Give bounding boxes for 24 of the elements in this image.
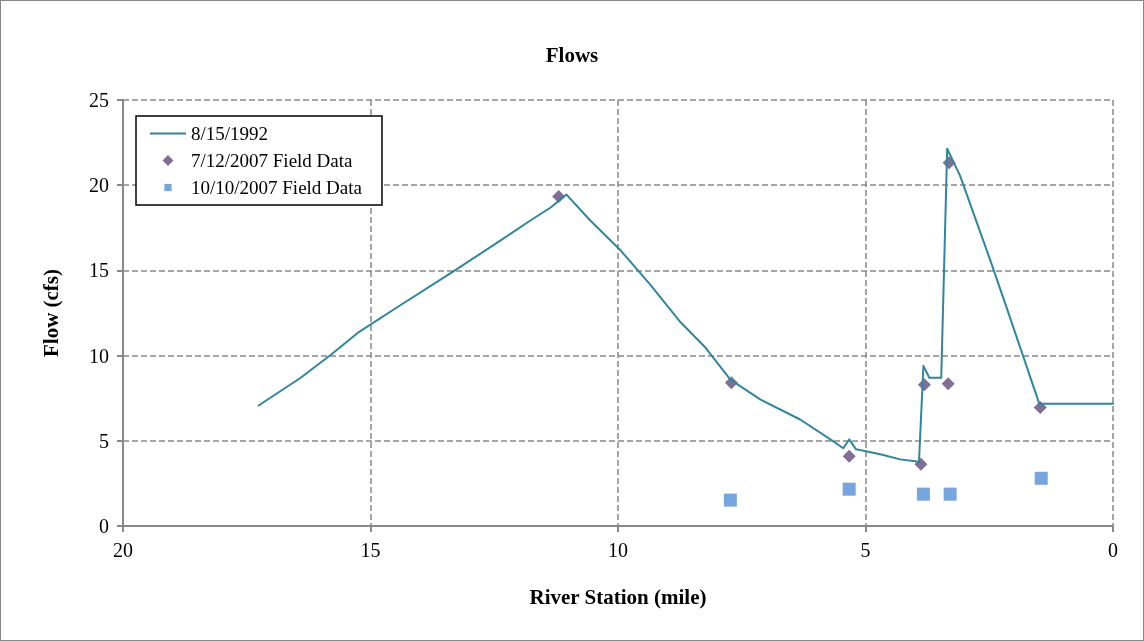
legend-label: 8/15/1992: [191, 123, 269, 144]
y-tick-label: 0: [99, 515, 109, 537]
x-tick-label: 20: [113, 539, 133, 561]
y-tick-label: 20: [89, 174, 109, 197]
point: [842, 449, 856, 463]
point: [916, 487, 930, 501]
y-axis-title: Flow (cfs): [38, 268, 63, 358]
y-tick-label: 5: [99, 429, 109, 452]
point: [941, 377, 955, 391]
point: [1034, 471, 1048, 485]
x-tick-label: 15: [360, 539, 381, 561]
point: [842, 482, 856, 496]
x-axis-title: River Station (mile): [529, 584, 707, 609]
chart-title: Flows: [545, 42, 599, 67]
legend-label: 7/12/2007 Field Data: [191, 150, 354, 171]
y-tick-label: 10: [89, 344, 109, 367]
x-tick-label: 0: [1108, 539, 1118, 561]
y-tick-label: 15: [89, 259, 109, 282]
x-tick-label: 10: [608, 539, 628, 561]
legend-label: 10/10/2007 Field Data: [191, 177, 363, 198]
point: [723, 493, 737, 507]
y-tick-label: 25: [89, 89, 109, 111]
x-tick-label: 5: [860, 539, 871, 561]
point: [943, 487, 957, 501]
